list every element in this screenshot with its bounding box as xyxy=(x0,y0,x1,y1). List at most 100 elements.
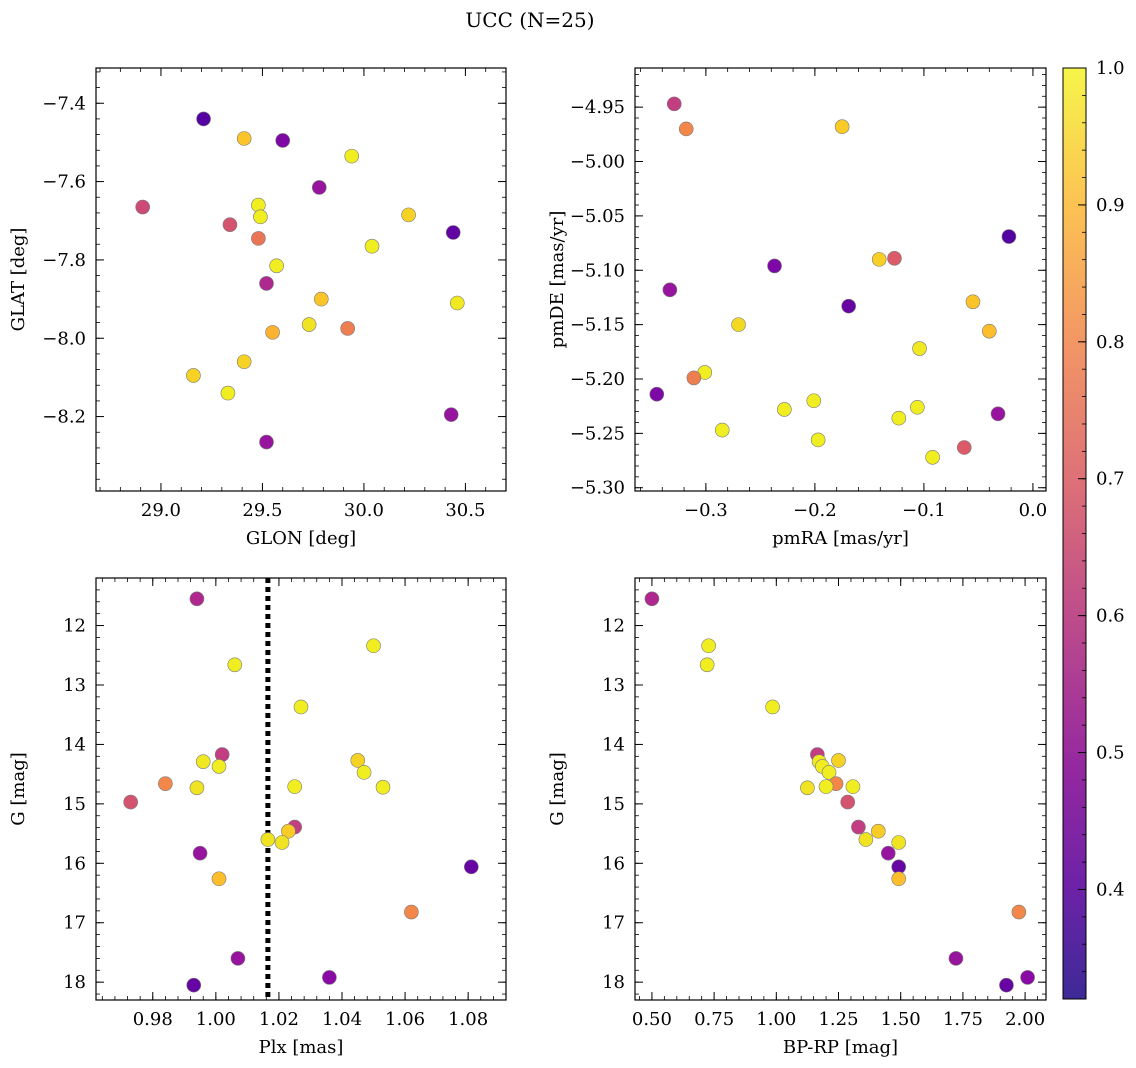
x-axis-label: BP-RP [mag] xyxy=(783,1037,898,1058)
data-point xyxy=(910,399,925,415)
data-point xyxy=(800,780,815,796)
data-point xyxy=(196,111,211,127)
data-point xyxy=(259,276,274,291)
data-point xyxy=(858,832,874,847)
data-point xyxy=(821,765,837,780)
plot-frame xyxy=(634,577,1047,1001)
data-point xyxy=(356,765,372,780)
y-tick-label: 12 xyxy=(63,616,86,637)
data-point xyxy=(887,250,902,266)
data-point xyxy=(1011,904,1027,920)
data-point xyxy=(322,970,337,985)
scatter-panel-4: 0.50 0.75 1.00 1.25 1.50 1.75 2.00 12 13 14 15 16 17… xyxy=(547,577,1047,1058)
data-point xyxy=(1020,970,1035,985)
data-point xyxy=(699,657,715,673)
y-tick-label: 15 xyxy=(63,794,86,815)
x-tick-label: 1.25 xyxy=(818,1009,858,1030)
data-point xyxy=(701,638,716,654)
data-point xyxy=(375,779,391,795)
y-tick-label: −5.30 xyxy=(570,478,625,499)
y-tick-label: 14 xyxy=(63,734,86,755)
data-point xyxy=(287,779,302,794)
data-point xyxy=(269,258,284,274)
data-point xyxy=(192,845,208,861)
y-tick-label: −5.05 xyxy=(570,206,625,227)
data-points xyxy=(649,96,1017,465)
y-tick-label: 17 xyxy=(602,913,625,934)
panels: 29.0 29.5 30.0 30.5 −8.2 −8.0 −7.8 −7.6 −7.4 GLON… xyxy=(8,67,1048,1058)
data-point xyxy=(777,402,792,417)
colorbar-tick-label: 0.7 xyxy=(1096,469,1125,490)
data-point xyxy=(301,317,317,332)
y-axis-label: pmDE [mas/yr] xyxy=(547,211,568,349)
data-point xyxy=(999,977,1014,993)
scatter-panel-3: 0.98 1.00 1.02 1.04 1.06 1.08 12 13 14 15 16 17 18 Pl… xyxy=(8,577,507,1058)
data-point xyxy=(313,291,329,307)
colorbar-ticks: 0.4 0.5 0.6 0.7 0.8 0.9 1.0 xyxy=(1078,58,1125,973)
x-tick-label: 29.0 xyxy=(141,500,181,521)
data-point xyxy=(686,370,702,386)
scatter-panel-2: −0.3 −0.2 −0.1 0.0 −5.30 −5.25 −5.20 −5.15 −5.10… xyxy=(547,67,1048,549)
data-point xyxy=(841,298,856,314)
colorbar-tick-label: 1.0 xyxy=(1096,58,1125,79)
data-point xyxy=(666,96,682,112)
data-point xyxy=(1001,229,1017,244)
x-tick-label: 1.50 xyxy=(881,1009,921,1030)
data-point xyxy=(662,282,678,298)
colorbar-tick-label: 0.9 xyxy=(1096,195,1125,216)
data-point xyxy=(982,323,997,339)
data-point xyxy=(236,354,252,370)
y-tick-label: 14 xyxy=(602,734,625,755)
data-point xyxy=(449,295,465,311)
data-point xyxy=(880,845,896,861)
y-tick-label: 12 xyxy=(602,616,625,637)
data-point xyxy=(230,951,246,966)
data-point xyxy=(158,776,173,791)
data-point xyxy=(871,252,887,267)
data-point xyxy=(189,780,205,796)
data-point xyxy=(274,835,290,850)
minor-ticks xyxy=(96,68,507,491)
data-point xyxy=(925,449,940,465)
data-point xyxy=(211,871,227,887)
y-tick-label: −4.95 xyxy=(570,97,625,118)
figure-title: UCC (N=25) xyxy=(465,8,594,32)
data-point xyxy=(810,432,826,448)
data-point xyxy=(220,385,236,401)
y-axis-label: G [mag] xyxy=(547,752,568,825)
x-tick-label: 0.0 xyxy=(1019,500,1048,521)
data-point xyxy=(186,368,201,383)
colorbar: 0.4 0.5 0.6 0.7 0.8 0.9 1.0 xyxy=(1062,58,1125,1000)
data-point xyxy=(871,823,886,839)
data-point xyxy=(236,131,252,146)
x-tick-label: −0.3 xyxy=(684,500,728,521)
x-tick-label: 30.5 xyxy=(445,500,485,521)
y-tick-label: 13 xyxy=(63,675,86,696)
data-point xyxy=(948,951,964,966)
x-tick-label: 1.04 xyxy=(322,1009,362,1030)
scatter-panel-1: 29.0 29.5 30.0 30.5 −8.2 −8.0 −7.8 −7.6 −7.4 GLON… xyxy=(8,67,507,549)
x-axis-label: GLON [deg] xyxy=(246,528,356,549)
data-point xyxy=(404,904,419,920)
y-tick-label: 17 xyxy=(63,913,86,934)
data-point xyxy=(222,217,238,232)
y-tick-label: 13 xyxy=(602,675,625,696)
x-tick-label: 2.00 xyxy=(1005,1009,1045,1030)
colorbar-tick-label: 0.6 xyxy=(1096,606,1125,627)
data-point xyxy=(714,422,730,438)
data-point xyxy=(401,207,416,223)
data-point xyxy=(281,823,296,839)
data-point xyxy=(956,440,972,455)
y-tick-label: 18 xyxy=(63,972,86,993)
y-tick-label: −5.20 xyxy=(570,369,625,390)
data-point xyxy=(965,294,981,310)
data-point xyxy=(350,753,366,768)
x-tick-label: 0.75 xyxy=(694,1009,734,1030)
data-points xyxy=(644,591,1035,993)
colorbar-tick-label: 0.5 xyxy=(1096,743,1125,764)
data-point xyxy=(344,148,360,164)
plot-frame xyxy=(95,577,507,1001)
data-point xyxy=(195,754,211,769)
data-point xyxy=(445,225,461,240)
